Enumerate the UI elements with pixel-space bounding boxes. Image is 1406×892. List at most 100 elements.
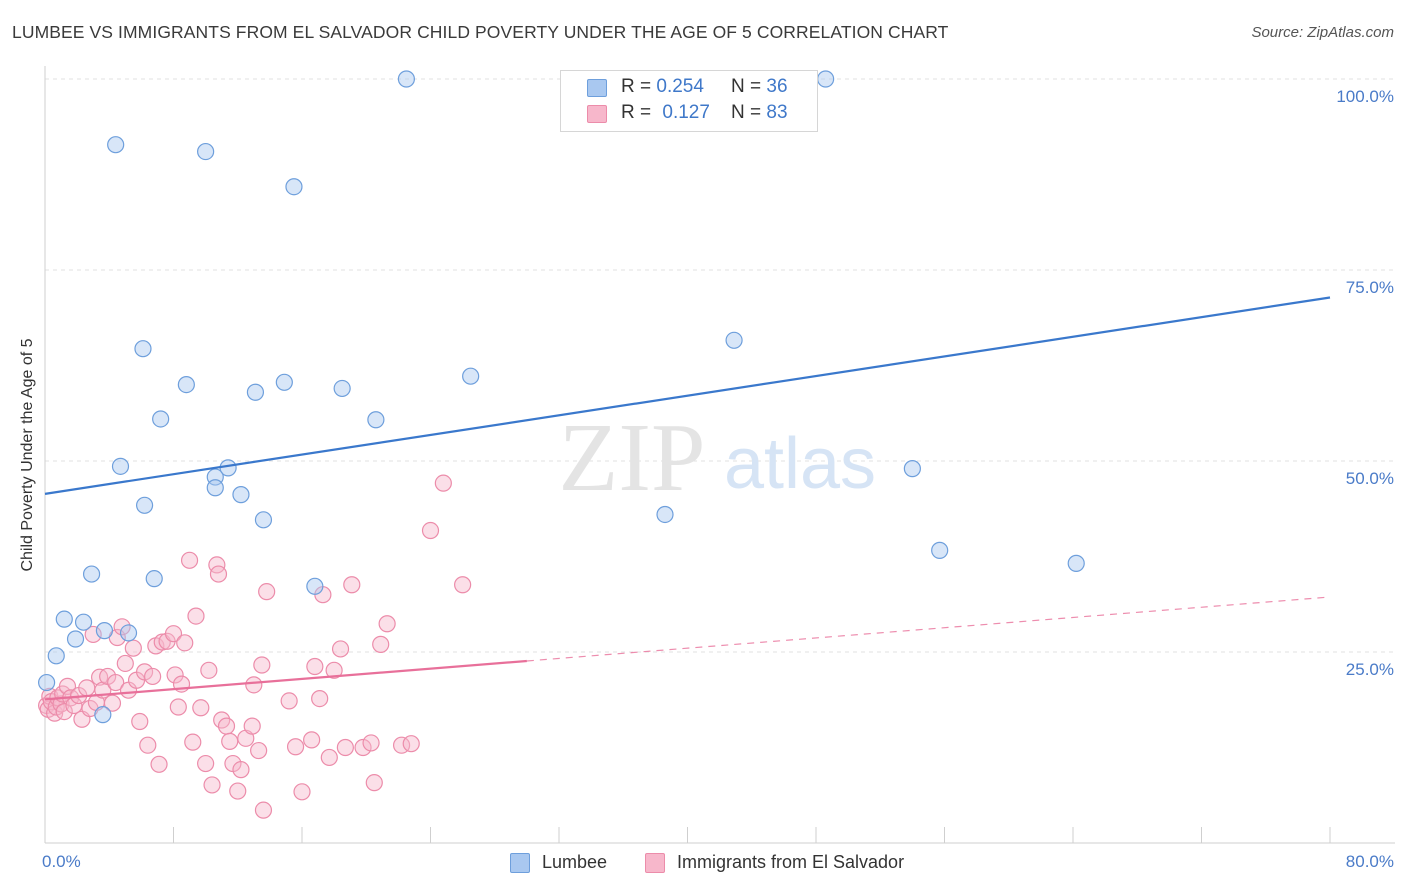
legend-n-value-salvador: 83 bbox=[766, 102, 788, 123]
lumbee-point bbox=[285, 178, 303, 196]
salvador-point bbox=[434, 474, 452, 492]
salvador-point bbox=[184, 733, 202, 751]
salvador-point bbox=[320, 748, 338, 767]
legend-r-value-salvador: 0.127 bbox=[662, 102, 710, 123]
salvador-point bbox=[243, 717, 261, 735]
salvador-point bbox=[164, 625, 183, 643]
lumbee-point bbox=[95, 622, 114, 640]
x-tick-label-min: 0.0% bbox=[42, 852, 81, 871]
salvador-point bbox=[166, 666, 184, 684]
lumbee-point bbox=[254, 511, 273, 529]
lumbee-point bbox=[931, 541, 949, 559]
lumbee-point bbox=[55, 610, 73, 628]
watermark: ZIP atlas bbox=[559, 404, 877, 512]
salvador-point bbox=[209, 565, 228, 583]
salvador-point bbox=[311, 690, 329, 708]
salvador-point bbox=[280, 692, 298, 710]
salvador-point bbox=[250, 741, 268, 760]
watermark-atlas: atlas bbox=[724, 424, 876, 504]
salvador-point bbox=[192, 699, 210, 717]
salvador-point bbox=[254, 801, 273, 819]
salvador-point bbox=[103, 694, 122, 712]
salvador-point bbox=[78, 679, 96, 697]
lumbee-point bbox=[47, 647, 65, 665]
salvador-point bbox=[84, 625, 102, 644]
salvador-point bbox=[421, 521, 440, 540]
salvador-point bbox=[150, 755, 168, 773]
lumbee-point bbox=[135, 496, 154, 514]
salvador-point bbox=[197, 754, 215, 773]
series-lumbee-points bbox=[38, 70, 1085, 724]
salvador-point bbox=[293, 783, 311, 801]
chart-title: LUMBEE VS IMMIGRANTS FROM EL SALVADOR CH… bbox=[12, 22, 949, 42]
bottom-legend-label-salvador: Immigrants from El Salvador bbox=[677, 852, 905, 872]
salvador-point bbox=[378, 615, 396, 633]
lumbee-point bbox=[66, 630, 85, 648]
salvador-point bbox=[139, 736, 157, 754]
bottom-legend-label-lumbee: Lumbee bbox=[542, 852, 608, 872]
lumbee-point bbox=[725, 331, 743, 349]
lumbee-point bbox=[275, 373, 293, 391]
lumbee-point bbox=[246, 383, 265, 401]
lumbee-point bbox=[397, 70, 416, 88]
lumbee-point bbox=[656, 505, 674, 524]
legend-r-label: R = bbox=[621, 102, 652, 123]
lumbee-point bbox=[94, 706, 112, 724]
salvador-point bbox=[286, 738, 305, 756]
x-tick-label-max: 80.0% bbox=[1345, 852, 1394, 871]
salvador-point bbox=[113, 618, 131, 636]
salvador-point bbox=[303, 731, 321, 749]
salvador-point bbox=[372, 635, 390, 653]
legend-n-label: N = bbox=[731, 102, 762, 123]
salvador-point bbox=[203, 776, 221, 794]
legend-r-label: R = bbox=[621, 76, 652, 97]
salvador-point bbox=[116, 654, 134, 673]
salvador-point bbox=[253, 656, 271, 674]
lumbee-point bbox=[206, 479, 224, 497]
y-tick-label-100: 100.0% bbox=[1336, 87, 1394, 106]
lumbee-point bbox=[817, 70, 835, 88]
salvador-trend-line bbox=[44, 659, 527, 701]
salvador-point bbox=[55, 702, 73, 721]
lumbee-point bbox=[82, 565, 101, 583]
lumbee-point bbox=[1067, 554, 1085, 572]
series-salvador-points bbox=[38, 474, 472, 819]
lumbee-point bbox=[903, 460, 921, 478]
salvador-point bbox=[144, 667, 162, 686]
salvador-point bbox=[180, 551, 199, 569]
salvador-trend-line-extension bbox=[526, 596, 1331, 662]
legend-n-value-lumbee: 36 bbox=[766, 76, 788, 97]
salvador-point bbox=[354, 738, 372, 757]
lumbee-point bbox=[232, 486, 250, 504]
salvador-point bbox=[245, 676, 263, 694]
legend-n-label: N = bbox=[731, 76, 762, 97]
salvador-point bbox=[331, 640, 350, 658]
salvador-point bbox=[232, 761, 250, 779]
lumbee-point bbox=[177, 376, 195, 394]
lumbee-point bbox=[367, 411, 385, 429]
salvador-point bbox=[365, 774, 383, 792]
salvador-point bbox=[176, 634, 194, 652]
salvador-point bbox=[336, 738, 354, 757]
salvador-point bbox=[362, 734, 380, 752]
y-axis-label: Child Poverty Under the Age of 5 bbox=[19, 338, 36, 572]
bottom-legend-swatch-lumbee bbox=[510, 853, 530, 873]
lumbee-point bbox=[111, 457, 130, 475]
legend-swatch-lumbee bbox=[587, 79, 607, 97]
salvador-point bbox=[124, 639, 142, 657]
lumbee-point bbox=[197, 142, 215, 161]
lumbee-trend-line bbox=[44, 296, 1331, 495]
source-credit: Source: ZipAtlas.com bbox=[1251, 24, 1394, 41]
lumbee-point bbox=[134, 340, 152, 358]
lumbee-point bbox=[333, 379, 351, 398]
lumbee-point bbox=[145, 570, 163, 588]
salvador-point bbox=[343, 576, 361, 594]
salvador-point bbox=[306, 657, 324, 676]
y-tick-label-50: 50.0% bbox=[1345, 469, 1394, 488]
lumbee-point bbox=[107, 136, 125, 154]
lumbee-point bbox=[306, 577, 324, 595]
salvador-point bbox=[135, 663, 154, 681]
salvador-point bbox=[402, 735, 420, 753]
y-tick-label-75: 75.0% bbox=[1345, 278, 1394, 297]
correlation-legend: R = 0.254 N = 36 R = 0.127 N = 83 bbox=[560, 70, 818, 132]
